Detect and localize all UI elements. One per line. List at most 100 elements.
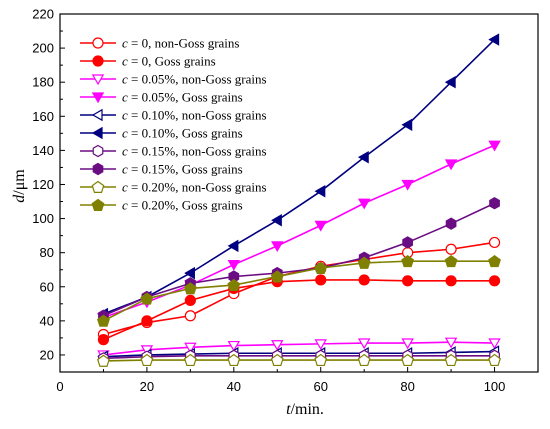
x-tick-label: 80 xyxy=(400,379,414,394)
data-point xyxy=(140,292,154,305)
x-tick-label: 60 xyxy=(313,379,327,394)
data-point xyxy=(445,243,457,255)
legend-label: c = 0.05%, Goss grains xyxy=(122,90,243,105)
legend-variable: c xyxy=(122,36,128,51)
legend-variable: c xyxy=(122,126,128,141)
legend-entry: c = 0, Goss grains xyxy=(80,54,216,69)
data-point xyxy=(444,75,456,89)
data-point xyxy=(314,261,328,274)
legend-entry: c = 0.15%, Goss grains xyxy=(80,162,243,177)
legend-label: c = 0.20%, Goss grains xyxy=(122,198,243,213)
data-point xyxy=(357,338,371,350)
y-tick-label: 40 xyxy=(40,313,54,328)
legend-value: = 0, non-Goss grains xyxy=(128,36,240,51)
series-1 xyxy=(97,274,501,346)
data-point xyxy=(314,353,328,367)
data-point xyxy=(227,340,241,352)
series-layer xyxy=(97,33,501,367)
data-point xyxy=(488,338,501,350)
data-point xyxy=(402,236,413,249)
legend-marker xyxy=(92,37,104,49)
data-point xyxy=(227,353,241,367)
data-point xyxy=(97,334,110,346)
legend-variable: c xyxy=(122,162,128,177)
legend-value: = 0.05%, non-Goss grains xyxy=(128,72,267,87)
data-point xyxy=(488,33,500,46)
y-tick-label: 140 xyxy=(32,143,54,158)
series-7 xyxy=(98,197,500,322)
data-point xyxy=(97,314,110,327)
legend-value: = 0.20%, Goss grains xyxy=(128,198,243,213)
legend-entry: c = 0.20%, non-Goss grains xyxy=(80,180,267,195)
y-tick-label: 180 xyxy=(32,75,54,90)
data-point xyxy=(315,274,327,286)
series-9 xyxy=(97,254,501,327)
data-point xyxy=(357,150,369,164)
legend-marker xyxy=(91,126,103,140)
legend-marker xyxy=(91,198,105,211)
legend-label: c = 0.10%, Goss grains xyxy=(122,126,243,141)
data-point xyxy=(401,118,413,132)
data-point xyxy=(271,340,284,351)
data-point xyxy=(445,275,457,287)
legend-variable: c xyxy=(122,180,128,195)
series-line xyxy=(103,202,495,317)
series-line xyxy=(103,279,495,341)
legend-value: = 0, Goss grains xyxy=(128,54,216,69)
series-line xyxy=(103,341,495,356)
series-line xyxy=(103,241,495,336)
legend-variable: c xyxy=(122,90,128,105)
legend-variable: c xyxy=(122,72,128,87)
legend-entry: c = 0.15%, non-Goss grains xyxy=(80,144,267,159)
series-8 xyxy=(97,353,501,367)
data-point xyxy=(488,254,501,268)
data-point xyxy=(488,236,501,249)
data-point xyxy=(271,214,282,227)
data-point xyxy=(357,256,371,269)
series-line xyxy=(103,350,495,358)
legend-label: c = 0.20%, non-Goss grains xyxy=(122,180,267,195)
data-point xyxy=(184,342,197,354)
data-point xyxy=(183,353,197,367)
series-2 xyxy=(97,337,501,362)
legend-entry: c = 0.10%, Goss grains xyxy=(80,126,243,141)
x-tick-label: 100 xyxy=(484,379,506,394)
legend-marker xyxy=(91,180,105,193)
y-tick-label: 80 xyxy=(40,245,54,260)
legend-marker xyxy=(91,74,105,86)
legend-variable: c xyxy=(122,108,128,123)
plot-frame xyxy=(59,13,539,373)
legend-value: = 0.10%, Goss grains xyxy=(128,126,243,141)
data-point xyxy=(270,270,284,283)
data-point xyxy=(357,353,371,367)
y-tick-label: 160 xyxy=(32,109,54,124)
data-point xyxy=(227,239,239,253)
y-tick-label: 100 xyxy=(32,211,54,226)
legend-value: = 0.05%, Goss grains xyxy=(128,90,243,105)
axes: 0 20 40 60 80 100 20 40 60 80 100 120 140 160 180 200 22… xyxy=(32,7,505,395)
x-tick-label: 40 xyxy=(227,379,241,394)
x-axis-title: t/min. xyxy=(286,401,324,418)
legend-label: c = 0, Goss grains xyxy=(122,54,216,69)
legend-entry: c = 0.20%, Goss grains xyxy=(80,198,243,213)
data-point xyxy=(489,197,500,210)
data-point xyxy=(444,353,458,367)
data-point xyxy=(445,217,457,230)
series-line xyxy=(103,359,495,362)
legend-value: = 0.10%, non-Goss grains xyxy=(128,108,267,123)
data-point xyxy=(140,353,154,367)
legend-marker xyxy=(92,144,104,158)
data-point xyxy=(314,339,327,351)
legend-entry: c = 0.05%, non-Goss grains xyxy=(80,72,267,87)
data-point xyxy=(444,159,458,171)
legend-value: = 0.15%, Goss grains xyxy=(128,162,243,177)
data-point xyxy=(314,185,326,198)
data-point xyxy=(227,278,241,292)
series-line xyxy=(103,38,496,315)
series-line xyxy=(103,260,495,322)
legend-marker xyxy=(92,55,104,67)
legend-entry: c = 0.05%, Goss grains xyxy=(80,90,243,105)
legend-variable: c xyxy=(122,144,128,159)
